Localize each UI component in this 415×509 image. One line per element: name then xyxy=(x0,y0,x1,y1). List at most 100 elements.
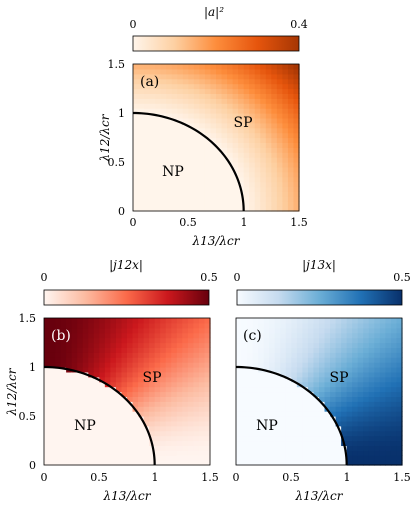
heatmap-cell xyxy=(379,318,386,324)
heatmap-cell xyxy=(216,181,223,188)
heatmap-cell xyxy=(204,191,212,197)
heatmap-cell xyxy=(149,357,156,363)
heatmap-cell xyxy=(198,450,206,456)
heatmap-cell xyxy=(285,455,292,461)
heatmap-cell xyxy=(166,83,173,90)
heatmap-cell xyxy=(396,386,403,393)
heatmap-cell xyxy=(66,435,73,442)
heatmap-cell xyxy=(149,460,156,466)
heatmap-cell xyxy=(204,342,211,348)
heatmap-cell xyxy=(82,396,89,402)
colorbar-c xyxy=(236,289,403,306)
heatmap-cell xyxy=(291,445,298,451)
heatmap-cell xyxy=(285,416,292,422)
heatmap-cell xyxy=(154,391,161,397)
heatmap-cell xyxy=(280,352,287,358)
heatmap-cell xyxy=(88,342,95,348)
heatmap-cell xyxy=(385,391,392,397)
heatmap-cell xyxy=(71,371,78,378)
heatmap-cell xyxy=(133,191,140,197)
heatmap-cell xyxy=(379,347,386,353)
heatmap-cell xyxy=(258,376,265,383)
heatmap-cell xyxy=(171,166,178,173)
heatmap-cell xyxy=(221,166,228,173)
heatmap-cell xyxy=(88,420,95,427)
heatmap-cell xyxy=(313,445,320,451)
heatmap-cell xyxy=(110,430,117,437)
heatmap-cell xyxy=(82,455,89,461)
heatmap-cell xyxy=(254,186,261,192)
heatmap-cell xyxy=(263,327,270,334)
heatmap-cell xyxy=(263,401,270,407)
heatmap-cell xyxy=(66,347,73,353)
heatmap-cell xyxy=(216,157,223,163)
heatmap-cell xyxy=(293,88,300,94)
heatmap-cell xyxy=(121,362,128,368)
heatmap-cell xyxy=(352,455,359,461)
heatmap-cell xyxy=(193,108,200,114)
heatmap-cell xyxy=(254,98,261,104)
heatmap-cell xyxy=(227,171,234,178)
heatmap-cell xyxy=(216,98,223,104)
heatmap-cell xyxy=(216,176,223,183)
heatmap-cell xyxy=(188,157,195,163)
heatmap-cell xyxy=(204,113,212,119)
heatmap-cell xyxy=(265,122,272,129)
heatmap-cell xyxy=(204,64,212,70)
heatmap-cell xyxy=(330,347,337,353)
heatmap-cell xyxy=(341,322,348,329)
heatmap-cell xyxy=(71,425,78,432)
heatmap-cell xyxy=(396,416,403,422)
heatmap-cell xyxy=(165,322,172,329)
heatmap-cell xyxy=(258,342,265,348)
heatmap-cell xyxy=(193,416,200,422)
heatmap-cell xyxy=(296,460,303,466)
heatmap-cell xyxy=(296,411,303,417)
heatmap-cell xyxy=(296,371,303,378)
heatmap-cell xyxy=(232,98,239,104)
heatmap-cell xyxy=(55,406,62,412)
heatmap-cell xyxy=(176,391,183,397)
heatmap-cell xyxy=(138,73,145,80)
heatmap-cell xyxy=(293,201,300,207)
heatmap-cell xyxy=(258,352,265,358)
heatmap-cell xyxy=(379,430,386,437)
heatmap-cell xyxy=(307,396,315,402)
heatmap-cell xyxy=(166,142,173,148)
heatmap-cell xyxy=(88,401,95,407)
heatmap-cell xyxy=(160,420,167,427)
heatmap-cell xyxy=(99,322,106,329)
heatmap-cell xyxy=(149,88,156,94)
heatmap-cell xyxy=(187,420,194,427)
heatmap-cell xyxy=(110,376,117,383)
heatmap-cell xyxy=(160,342,167,348)
heatmap-cell xyxy=(144,108,151,114)
heatmap-cell xyxy=(335,347,342,353)
heatmap-cell xyxy=(252,332,259,339)
heatmap-cell xyxy=(82,401,89,407)
heatmap-cell xyxy=(49,420,56,427)
heatmap-cell xyxy=(396,352,403,358)
heatmap-cell xyxy=(149,425,156,432)
heatmap-cell xyxy=(171,391,178,397)
heatmap-cell xyxy=(249,132,256,139)
heatmap-cell xyxy=(335,318,342,324)
heatmap-cell xyxy=(193,186,200,192)
heatmap-cell xyxy=(243,152,250,158)
heatmap-cell xyxy=(71,420,78,427)
heatmap-cell xyxy=(143,362,150,368)
heatmap-cell xyxy=(182,171,189,178)
heatmap-cell xyxy=(71,450,78,456)
heatmap-cell xyxy=(154,357,161,363)
region-label-np-a: NP xyxy=(162,164,184,180)
heatmap-cell xyxy=(221,181,228,188)
heatmap-cell xyxy=(265,137,272,143)
heatmap-cell xyxy=(93,430,100,437)
heatmap-cell xyxy=(204,352,211,358)
heatmap-cell xyxy=(302,455,309,461)
heatmap-cell xyxy=(188,127,195,134)
heatmap-cell xyxy=(49,318,56,324)
heatmap-cell xyxy=(374,376,381,383)
heatmap-cell xyxy=(182,73,189,80)
heatmap-cell xyxy=(249,186,256,192)
